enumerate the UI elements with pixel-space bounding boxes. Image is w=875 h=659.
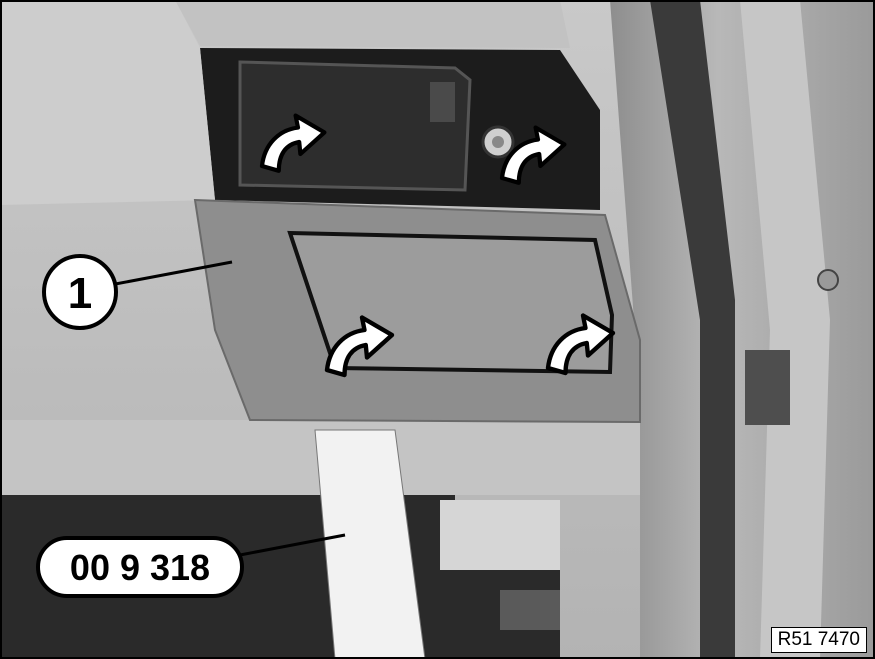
tool-callout-label: 00 9 318 xyxy=(70,547,210,588)
pocket-cover-highlight xyxy=(430,82,455,122)
part-callout-leader xyxy=(109,260,233,287)
door-edge-trim xyxy=(740,0,830,659)
bolt-icon xyxy=(817,269,839,291)
part-callout-circle xyxy=(42,254,118,330)
dashboard-top-panel xyxy=(175,0,570,48)
door-seal xyxy=(650,0,735,659)
door-hinge xyxy=(745,350,790,425)
dashboard-left-panel xyxy=(0,0,215,205)
connector-block xyxy=(440,500,560,570)
screw-head xyxy=(492,136,504,148)
reference-code: R51 7470 xyxy=(770,627,867,653)
bracket xyxy=(500,590,560,630)
tool-callout-box xyxy=(36,536,244,598)
tool-strip xyxy=(314,429,426,659)
tool-callout-leader xyxy=(239,533,346,557)
storage-pocket xyxy=(238,60,472,192)
part-callout-number: 1 xyxy=(68,269,92,318)
